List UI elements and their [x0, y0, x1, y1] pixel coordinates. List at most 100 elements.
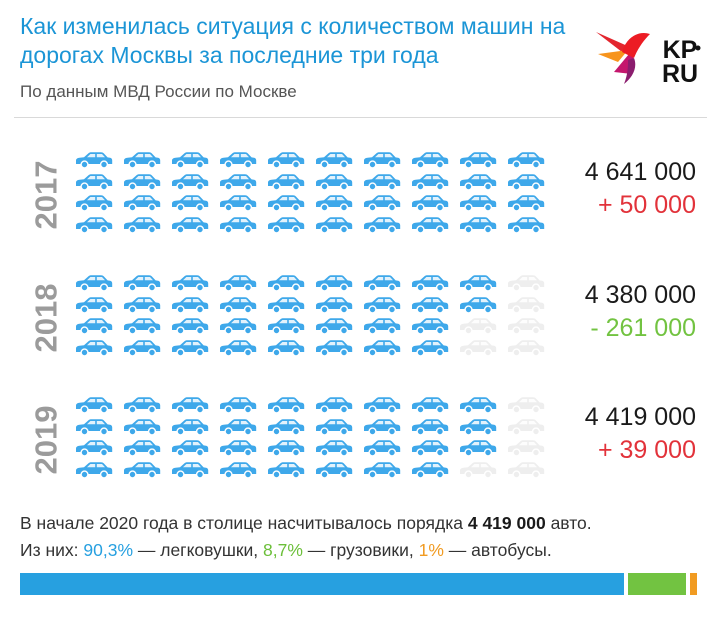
header-divider: [14, 117, 707, 118]
year-label: 2018: [22, 270, 70, 366]
share-cars-label: — легковушки,: [133, 540, 264, 560]
car-icon: [410, 274, 450, 292]
car-icon: [458, 173, 498, 191]
car-grid: [74, 270, 552, 366]
car-icon: [170, 396, 210, 414]
car-icon: [74, 151, 114, 169]
car-icon: [410, 151, 450, 169]
car-icon-inactive: [506, 439, 546, 457]
car-icon: [362, 151, 402, 169]
car-icon: [458, 216, 498, 234]
car-icon: [410, 339, 450, 357]
year-label-text: 2019: [28, 405, 63, 475]
car-icon-inactive: [458, 317, 498, 335]
year-total: 4 380 000: [584, 281, 696, 309]
car-icon: [122, 396, 162, 414]
car-icon: [170, 317, 210, 335]
car-icon-inactive: [506, 396, 546, 414]
car-icon: [218, 317, 258, 335]
car-icon: [218, 274, 258, 292]
car-icon-inactive: [506, 296, 546, 314]
car-icon: [314, 339, 354, 357]
car-icon: [266, 461, 306, 479]
car-icon: [506, 151, 546, 169]
car-icon: [458, 194, 498, 212]
car-icon: [458, 151, 498, 169]
share-trucks-value: 8,7%: [263, 540, 303, 560]
share-bar-segment: [690, 573, 697, 595]
car-icon: [170, 339, 210, 357]
car-icon: [74, 194, 114, 212]
car-grid: [74, 392, 552, 488]
car-icon: [314, 461, 354, 479]
share-bar-segment: [20, 573, 624, 595]
car-icon: [410, 194, 450, 212]
car-icon: [266, 296, 306, 314]
car-icon: [458, 274, 498, 292]
car-icon: [266, 274, 306, 292]
car-icon: [170, 439, 210, 457]
car-icon: [506, 173, 546, 191]
car-icon: [266, 173, 306, 191]
car-icon: [122, 216, 162, 234]
car-icon-inactive: [506, 274, 546, 292]
car-grid: [74, 147, 552, 243]
car-icon: [314, 296, 354, 314]
car-icon: [218, 339, 258, 357]
car-icon: [458, 439, 498, 457]
car-icon-inactive: [506, 317, 546, 335]
car-icon: [266, 439, 306, 457]
car-icon: [122, 151, 162, 169]
car-icon: [314, 216, 354, 234]
car-icon: [410, 439, 450, 457]
car-icon: [122, 439, 162, 457]
car-icon: [362, 194, 402, 212]
share-cars-value: 90,3%: [83, 540, 134, 560]
car-icon: [266, 317, 306, 335]
car-icon: [458, 418, 498, 436]
year-block-2017: 2017 4 641 000 + 50 000: [0, 147, 717, 243]
car-icon: [74, 461, 114, 479]
car-icon: [122, 418, 162, 436]
car-icon: [410, 173, 450, 191]
car-icon: [266, 339, 306, 357]
car-icon: [506, 194, 546, 212]
car-icon: [410, 461, 450, 479]
car-icon: [266, 216, 306, 234]
summary-text: В начале 2020 года в столице насчитывало…: [20, 510, 592, 564]
car-icon: [314, 151, 354, 169]
car-icon-inactive: [506, 461, 546, 479]
car-icon: [362, 296, 402, 314]
car-icon: [362, 396, 402, 414]
car-icon: [458, 396, 498, 414]
year-total: 4 419 000: [584, 403, 696, 431]
car-icon: [266, 396, 306, 414]
year-total: 4 641 000: [584, 158, 696, 186]
summary-total: 4 419 000: [467, 513, 546, 533]
car-icon: [218, 418, 258, 436]
summary-line-1-prefix: В начале 2020 года в столице насчитывало…: [20, 513, 468, 533]
year-change: - 261 000: [590, 314, 696, 342]
car-icon: [218, 296, 258, 314]
share-buses-label: — автобусы.: [443, 540, 552, 560]
year-label: 2017: [22, 147, 70, 243]
car-icon: [362, 339, 402, 357]
share-trucks-label: — грузовики,: [302, 540, 419, 560]
car-icon: [170, 296, 210, 314]
year-label: 2019: [22, 392, 70, 488]
car-icon: [122, 296, 162, 314]
year-label-text: 2017: [28, 160, 63, 230]
car-icon: [74, 173, 114, 191]
car-icon: [266, 418, 306, 436]
car-icon: [122, 173, 162, 191]
car-icon: [122, 339, 162, 357]
car-icon: [218, 194, 258, 212]
car-icon: [122, 461, 162, 479]
summary-line-1: В начале 2020 года в столице насчитывало…: [20, 510, 592, 537]
car-icon: [362, 216, 402, 234]
car-icon: [74, 439, 114, 457]
car-icon: [458, 296, 498, 314]
page-subtitle: По данным МВД России по Москве: [20, 82, 297, 101]
car-icon: [314, 396, 354, 414]
car-icon-inactive: [506, 418, 546, 436]
